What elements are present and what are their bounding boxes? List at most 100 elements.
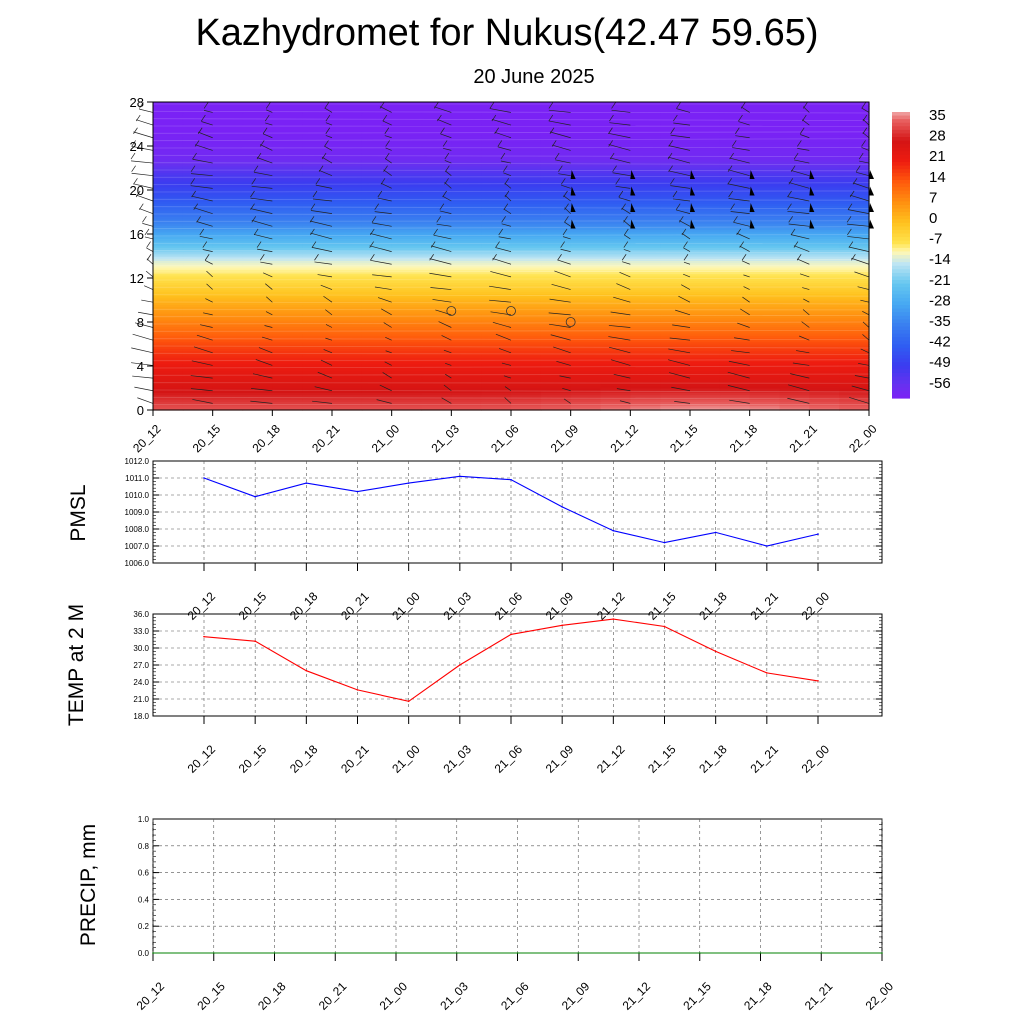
heatmap-cell [630, 326, 661, 330]
heatmap-cell [332, 198, 363, 202]
wind-barb [610, 359, 631, 366]
heatmap-cell [242, 229, 273, 233]
heatmap-cell [779, 113, 810, 116]
heatmap-cell [272, 198, 303, 202]
heatmap-cell [272, 388, 303, 391]
heatmap-cell [570, 275, 602, 279]
colorbar-cell [892, 183, 910, 188]
heatmap-cell [511, 269, 542, 272]
heatmap-cell [421, 264, 452, 268]
wind-barb-feather [621, 203, 626, 210]
heatmap-cell [361, 115, 393, 118]
heatmap-cell [421, 190, 452, 193]
heatmap-cell [242, 102, 273, 105]
heatmap-cell [630, 392, 661, 396]
heatmap-cell [242, 143, 273, 147]
heatmap-cell [182, 223, 214, 226]
heatmap-cell [391, 396, 423, 400]
heatmap-cell [660, 132, 691, 136]
heatmap-cell [511, 207, 542, 211]
heatmap-cell [302, 242, 333, 246]
heatmap-cell [570, 113, 602, 116]
heatmap-cell [212, 132, 244, 136]
wind-barb [133, 183, 154, 189]
heatmap-cell [511, 273, 542, 277]
heatmap-cell [600, 302, 631, 305]
heatmap-cell [361, 102, 393, 105]
heatmap-cell [153, 205, 184, 209]
heatmap-cell [272, 262, 303, 266]
contour-line [152, 118, 870, 121]
wind-barb-feather [253, 165, 259, 172]
heatmap-cell [332, 183, 363, 187]
heatmap-cell [391, 245, 423, 248]
heatmap-cell [153, 198, 184, 202]
heatmap-cell [302, 337, 333, 341]
heatmap-cell [511, 194, 542, 198]
heatmap-cell [779, 207, 810, 211]
heatmap-cell [719, 196, 751, 200]
heatmap-cell [182, 183, 214, 187]
heatmap-cell [242, 407, 273, 411]
heatmap-cell [391, 102, 423, 105]
heatmap-cell [421, 267, 452, 270]
heatmap-cell [690, 253, 721, 257]
heatmap-cell [391, 231, 423, 235]
heatmap-cell [242, 132, 273, 136]
heatmap-cell [630, 168, 661, 171]
heatmap-cell [660, 163, 691, 167]
heatmap-cell [451, 106, 482, 110]
colorbar-cell [892, 194, 910, 199]
heatmap-cell [182, 407, 214, 411]
heatmap-cell [600, 352, 631, 356]
heatmap-cell [391, 104, 423, 107]
heatmap-cell [630, 275, 661, 279]
heatmap-cell [540, 289, 572, 292]
heatmap-cell [690, 152, 721, 156]
heatmap-cell [182, 300, 214, 303]
heatmap-cell [630, 390, 661, 393]
heatmap-cell [570, 381, 602, 385]
heatmap-cell [361, 132, 393, 136]
heatmap-cell [719, 401, 751, 404]
wind-barb [847, 223, 870, 227]
wind-barb [377, 297, 392, 303]
heatmap-cell [272, 302, 303, 305]
heatmap-cell [242, 196, 273, 200]
heatmap-cell [332, 333, 363, 336]
heatmap-cell [779, 102, 810, 105]
heatmap-cell [839, 370, 870, 374]
heatmap-cell [272, 152, 303, 156]
heatmap-cell [332, 361, 363, 365]
heatmap-cell [749, 346, 781, 349]
heatmap-cell [182, 185, 214, 189]
heatmap-cell [212, 216, 244, 220]
heatmap-cell [570, 227, 602, 231]
heatmap-cell [600, 271, 631, 275]
heatmap-cell [690, 236, 721, 239]
heatmap-cell [153, 113, 184, 116]
heatmap-cell [719, 262, 751, 266]
heatmap-cell [332, 121, 363, 125]
wind-barb [436, 223, 452, 227]
heatmap-cell [391, 154, 423, 158]
heatmap-cell [391, 198, 423, 202]
heatmap-cell [302, 214, 333, 217]
heatmap-cell [212, 135, 244, 138]
heatmap-cell [212, 159, 244, 162]
heatmap-cell [421, 242, 452, 246]
heatmap-cell [749, 205, 781, 209]
heatmap-cell [182, 273, 214, 277]
heatmap-cell [809, 306, 840, 310]
heatmap-cell [481, 150, 512, 154]
colorbar-cell [892, 204, 910, 210]
heatmap-cell [391, 368, 423, 371]
heatmap-cell [451, 291, 482, 294]
heatmap-cell [630, 335, 661, 338]
heatmap-cell [212, 390, 244, 393]
heatmap-cell [451, 278, 482, 281]
heatmap-cell [391, 137, 423, 140]
heatmap-cell [540, 403, 572, 407]
heatmap-cell [630, 372, 661, 376]
wind-barb [314, 261, 333, 265]
